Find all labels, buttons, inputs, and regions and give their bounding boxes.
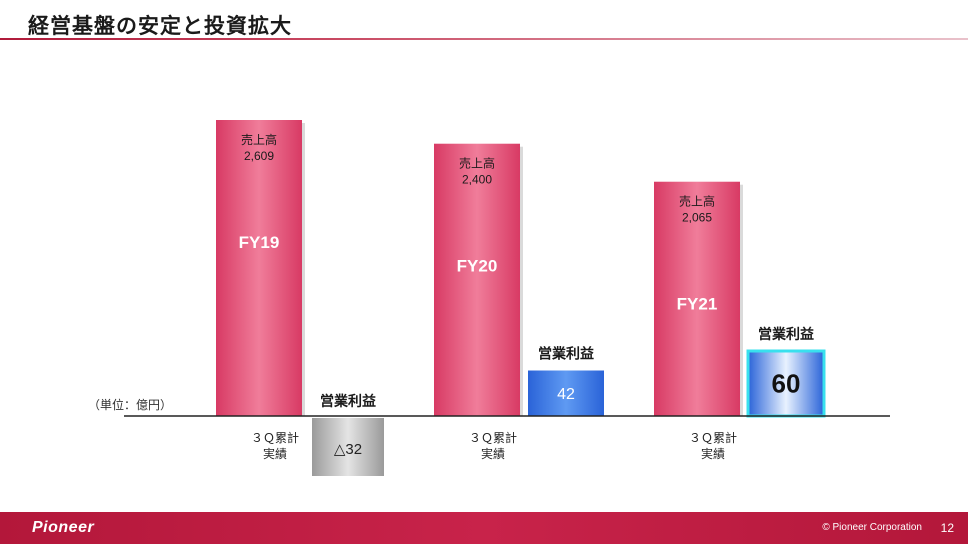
profit-bar: [528, 370, 604, 416]
category-sublabel: ３Ｑ累計: [251, 430, 299, 445]
sales-value-label: 2,400: [462, 173, 492, 187]
profit-bar: [746, 349, 826, 418]
sales-label: 売上高: [679, 194, 715, 209]
category-sublabel: ３Ｑ累計: [689, 430, 737, 445]
profit-label: 営業利益: [320, 393, 376, 409]
sales-bar: [434, 143, 520, 416]
copyright-text: © Pioneer Corporation: [822, 522, 922, 533]
title-divider: [0, 38, 968, 40]
sales-bar: [216, 120, 302, 416]
pioneer-logo: Pioneer: [32, 519, 95, 536]
sales-bar: [654, 181, 740, 416]
sales-value-label: 2,065: [682, 211, 712, 225]
category-sublabel: ３Ｑ累計: [469, 430, 517, 445]
profit-value-label: 42: [557, 386, 575, 403]
profit-label: 営業利益: [758, 326, 814, 342]
unit-label: （単位：億円）: [88, 398, 173, 412]
profit-bar-negative: [312, 418, 384, 476]
sales-value-label: 2,609: [244, 149, 274, 163]
profit-label: 営業利益: [538, 346, 594, 362]
footer-bar: Pioneer © Pioneer Corporation 12: [0, 512, 968, 544]
sales-label: 売上高: [459, 156, 495, 171]
page-title: 経営基盤の安定と投資拡大: [28, 14, 292, 38]
page-number: 12: [940, 521, 954, 535]
category-label: FY20: [457, 257, 498, 276]
category-label: FY19: [239, 233, 280, 252]
profit-value-label: 60: [772, 369, 801, 399]
category-sublabel: 実績: [701, 446, 725, 461]
category-sublabel: 実績: [263, 446, 287, 461]
profit-value-label: △32: [334, 441, 362, 458]
sales-label: 売上高: [241, 132, 277, 147]
category-label: FY21: [677, 295, 718, 314]
category-sublabel: 実績: [481, 446, 505, 461]
